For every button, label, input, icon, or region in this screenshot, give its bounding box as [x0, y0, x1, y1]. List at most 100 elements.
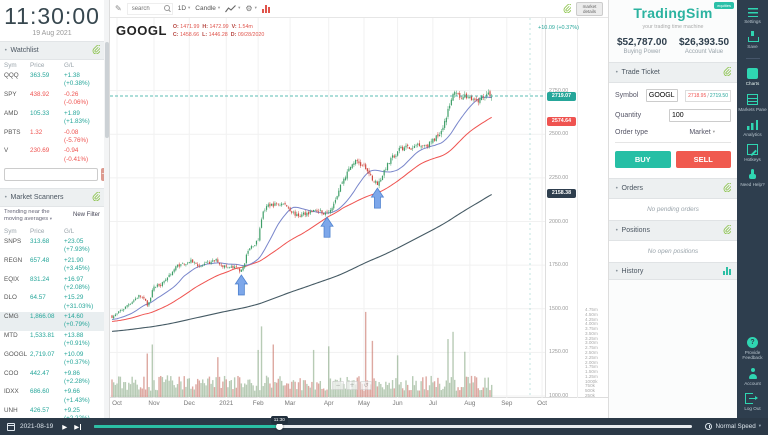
quantity-input[interactable] — [669, 109, 731, 122]
price-cell: 442.47 — [30, 369, 50, 377]
step-forward-button[interactable]: ▶ — [74, 423, 82, 431]
play-button[interactable]: ▶ — [62, 422, 68, 431]
paperclip-icon[interactable] — [723, 66, 732, 78]
scanner-row-regn[interactable]: REGN 657.48 +21.90 (+3.45%) — [0, 256, 104, 275]
zoom-out-button[interactable]: − — [332, 381, 344, 390]
watchlist-row-amd[interactable]: AMD 105.33 +1.89 (+1.83%) — [0, 109, 104, 128]
collapse-bullet-icon: • — [4, 193, 8, 201]
paperclip-icon[interactable] — [92, 44, 101, 56]
calendar-icon[interactable] — [7, 422, 15, 431]
symbol-search-input[interactable] — [129, 4, 162, 13]
zoom-reset-button[interactable]: ↺ — [360, 381, 372, 390]
sidebar-item-hotkeys[interactable]: Hotkeys — [737, 144, 768, 162]
watchlist-row-pbts[interactable]: PBTS 1.32 -0.08 (-5.76%) — [0, 127, 104, 146]
time-axis[interactable]: Oct Nov Dec 2021 Feb Mar Apr May Jun Jul Aug Sep Oct — [110, 398, 608, 418]
sidebar-item-charts[interactable]: Charts — [737, 68, 768, 86]
column-header: Price — [30, 227, 45, 235]
buy-signal-arrow[interactable] — [234, 274, 249, 296]
collapse-bullet-icon: • — [615, 267, 619, 275]
sym-cell: IDXX — [4, 388, 19, 396]
sidebar-item-account[interactable]: Account — [737, 367, 768, 386]
scanner-row-idxx[interactable]: IDXX 686.60 +9.66 (+1.43%) — [0, 387, 104, 406]
paperclip-icon[interactable] — [92, 191, 101, 203]
sidebar-item-label: Analytics — [743, 131, 762, 137]
playback-date[interactable]: 2021-08-19 — [20, 423, 54, 430]
sidebar-item-label: Need Help? — [740, 182, 765, 188]
scanner-row-snps[interactable]: SNPS 313.68 +23.05 (+7.93%) — [0, 237, 104, 256]
add-symbol-button[interactable]: + — [101, 167, 104, 181]
buy-signal-arrow[interactable] — [370, 187, 385, 209]
sidebar-item-log-out[interactable]: Log Out — [737, 392, 768, 411]
scanner-row-eqix[interactable]: EQIX 831.24 +16.97 (+2.08%) — [0, 274, 104, 293]
scanner-row-cmg[interactable]: CMG 1,866.08 +14.60 (+0.79%) — [0, 312, 104, 331]
new-filter-button[interactable]: New Filter — [72, 211, 100, 218]
scanner-row-googl[interactable]: GOOGL 2,719.07 +10.09 (+0.37%) — [0, 350, 104, 369]
symbol-search-box — [126, 2, 173, 15]
volume-toggle-icon[interactable] — [261, 4, 270, 13]
scanner-filter-dropdown[interactable]: Trending near the moving averages ▾ — [4, 208, 53, 222]
watchlist-row-v[interactable]: V 230.69 -0.94 (-0.41%) — [0, 146, 104, 165]
chart-symbol: GOOGL — [116, 23, 167, 38]
watchlist-row-spy[interactable]: SPY 438.92 -0.26 (-0.06%) — [0, 90, 104, 109]
market-details-button[interactable]: market details — [576, 1, 603, 16]
positions-header[interactable]: • Positions — [609, 220, 737, 241]
paperclip-icon[interactable] — [563, 0, 572, 18]
gl-cell: +10.09 (+0.37%) — [64, 350, 90, 366]
scanner-row-dlo[interactable]: DLO 64.57 +15.29 (+31.03%) — [0, 293, 104, 312]
ticket-symbol-input[interactable] — [645, 89, 678, 102]
slider-handle[interactable] — [276, 423, 284, 430]
price-chart[interactable]: GOOGL O: 1471.99 H: 1472.99 V: 1.54m C: 145… — [110, 18, 608, 399]
scanner-column-headers: Sym Price G/L — [0, 226, 104, 237]
watchlist-header[interactable]: • Watchlist — [0, 41, 104, 60]
volume-axis-label: 4.25m — [585, 316, 598, 322]
chart-settings-dropdown[interactable]: ⚙ ▾ — [245, 4, 256, 13]
buy-signal-arrow[interactable] — [320, 216, 334, 238]
sidebar-item-provide-feedback[interactable]: ? Provide Feedback — [737, 337, 768, 360]
price-axis[interactable]: 2750.00 2500.00 2250.00 2000.00 1750.00 1500.… — [545, 18, 577, 399]
paperclip-icon[interactable] — [723, 182, 732, 194]
left-panel-scrollbar[interactable] — [104, 0, 110, 418]
scanner-row-mtd[interactable]: MTD 1,533.81 +13.88 (+0.91%) — [0, 331, 104, 350]
sell-button[interactable]: SELL — [675, 151, 731, 168]
volume-axis-label: 4.75m — [585, 307, 598, 312]
orders-header[interactable]: • Orders — [609, 178, 737, 199]
price-cell: 105.33 — [30, 109, 50, 117]
collapse-bullet-icon: • — [615, 69, 619, 76]
order-type-dropdown[interactable]: Market ▾ — [689, 129, 715, 136]
chart-type-dropdown[interactable]: Candle ▾ — [195, 5, 221, 12]
sidebar-item-analytics[interactable]: Analytics — [737, 118, 768, 137]
candlestick-chart-svg[interactable] — [110, 18, 545, 398]
sidebar-item-label: Markets Pane — [738, 106, 767, 112]
sim-clock: 11:30:00 19 Aug 2021 — [0, 0, 104, 37]
search-icon[interactable] — [163, 5, 170, 12]
sidebar-item-settings[interactable]: Settings — [737, 7, 768, 24]
sidebar-item-need-help[interactable]: Need Help? — [737, 169, 768, 187]
history-header[interactable]: • History — [609, 262, 737, 280]
sidebar-item-save[interactable]: Save — [737, 31, 768, 49]
time-axis-label: Nov — [148, 400, 160, 407]
paperclip-icon[interactable] — [723, 224, 732, 236]
add-symbol-row: + — [0, 165, 104, 184]
volume-axis[interactable]: 4.75m 4.50m 4.25m 4.00m 3.75m 3.50m 3.25m 3.00m… — [577, 18, 608, 398]
playback-slider[interactable]: 11:30 — [94, 416, 693, 430]
scanner-row-coo[interactable]: COO 442.47 +9.86 (+2.28%) — [0, 368, 104, 387]
add-symbol-input[interactable] — [4, 167, 98, 181]
clock-time: 11:30:00 — [4, 3, 100, 29]
sidebar-item-markets-pane[interactable]: Markets Pane — [737, 93, 768, 112]
buy-button[interactable]: BUY — [615, 151, 671, 168]
scanner-filter-block: Trending near the moving averages ▾ New … — [0, 207, 104, 226]
speed-control[interactable]: Normal Speed ▾ — [705, 423, 761, 430]
chart-pane: ✎ 1D ▾ Candle ▾ ▾ ⚙ ▾ — [110, 0, 608, 418]
scanners-header[interactable]: • Market Scanners — [0, 187, 104, 207]
indicators-dropdown[interactable]: ▾ — [225, 4, 240, 13]
trade-ticket-header[interactable]: • Trade Ticket — [609, 62, 737, 83]
scrollbar-thumb[interactable] — [105, 42, 109, 138]
timeframe-dropdown[interactable]: 1D ▾ — [177, 5, 191, 12]
volume-axis-label: 2.50m — [585, 350, 598, 356]
watchlist-row-qqq[interactable]: QQQ 363.59 +1.38 (+0.38%) — [0, 71, 104, 90]
zoom-in-button[interactable]: + — [346, 381, 358, 390]
gl-cell: +9.66 (+1.43%) — [64, 388, 90, 404]
draw-tool-icon[interactable]: ✎ — [115, 4, 122, 13]
scanner-row-unh[interactable]: UNH 426.57 +9.25 (+2.22%) — [0, 406, 104, 418]
playback-bar: 2021-08-19 ▶ ▶ 11:30 Normal Speed ▾ — [0, 416, 768, 435]
